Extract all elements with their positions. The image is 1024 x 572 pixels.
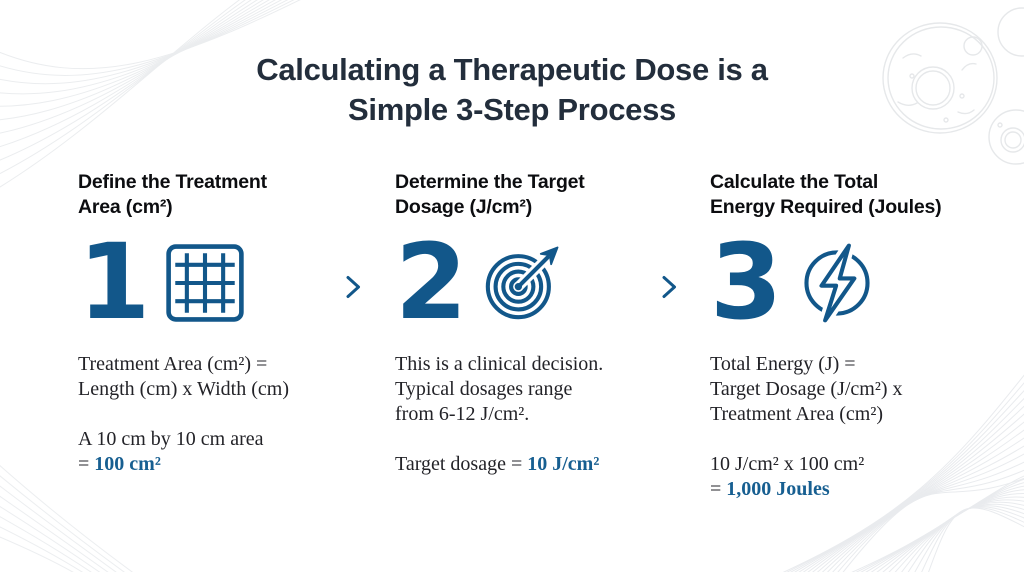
- step-heading: Calculate the Total Energy Required (Jou…: [710, 171, 942, 218]
- arrow-right-icon: [262, 276, 360, 298]
- step-number-row: 3: [710, 221, 1018, 344]
- step-result: 10 J/cm² x 100 cm² = 1,000 Joules: [710, 452, 1018, 502]
- result-prefix: A 10 cm by 10 cm area =: [78, 428, 264, 475]
- step-column-2: Determine the Target Dosage (J/cm²) 2 Th…: [395, 170, 703, 477]
- page-title-line2: Simple 3-Step Process: [348, 92, 676, 127]
- step-body: Total Energy (J) = Target Dosage (J/cm²)…: [710, 353, 903, 425]
- result-value: 10 J/cm²: [527, 453, 600, 475]
- target-icon: [486, 242, 564, 320]
- step-column-1: Define the Treatment Area (cm²) 1 Treatm…: [78, 170, 386, 477]
- arrow-right-icon: [578, 276, 676, 298]
- lightning-icon: [804, 242, 870, 324]
- step-number: 2: [395, 221, 467, 344]
- step-result: A 10 cm by 10 cm area = 100 cm²: [78, 427, 386, 477]
- result-value: 100 cm²: [94, 453, 161, 475]
- step-heading: Define the Treatment Area (cm²): [78, 171, 267, 218]
- grid-icon: [166, 244, 245, 322]
- step-number: 1: [78, 221, 150, 344]
- step-body: Treatment Area (cm²) = Length (cm) x Wid…: [78, 353, 289, 400]
- page-title: Calculating a Therapeutic Dose is a Simp…: [0, 50, 1024, 130]
- step-column-3: Calculate the Total Energy Required (Jou…: [710, 170, 1018, 502]
- step-body: This is a clinical decision. Typical dos…: [395, 353, 604, 425]
- step-result: Target dosage = 10 J/cm²: [395, 452, 703, 477]
- step-heading: Determine the Target Dosage (J/cm²): [395, 171, 585, 218]
- step-number-row: 2: [395, 221, 703, 344]
- step-number-row: 1: [78, 221, 386, 344]
- step-number: 3: [710, 221, 782, 344]
- result-prefix: Target dosage =: [395, 453, 528, 475]
- page-title-line1: Calculating a Therapeutic Dose is a: [256, 52, 768, 87]
- result-value: 1,000 Joules: [726, 478, 830, 500]
